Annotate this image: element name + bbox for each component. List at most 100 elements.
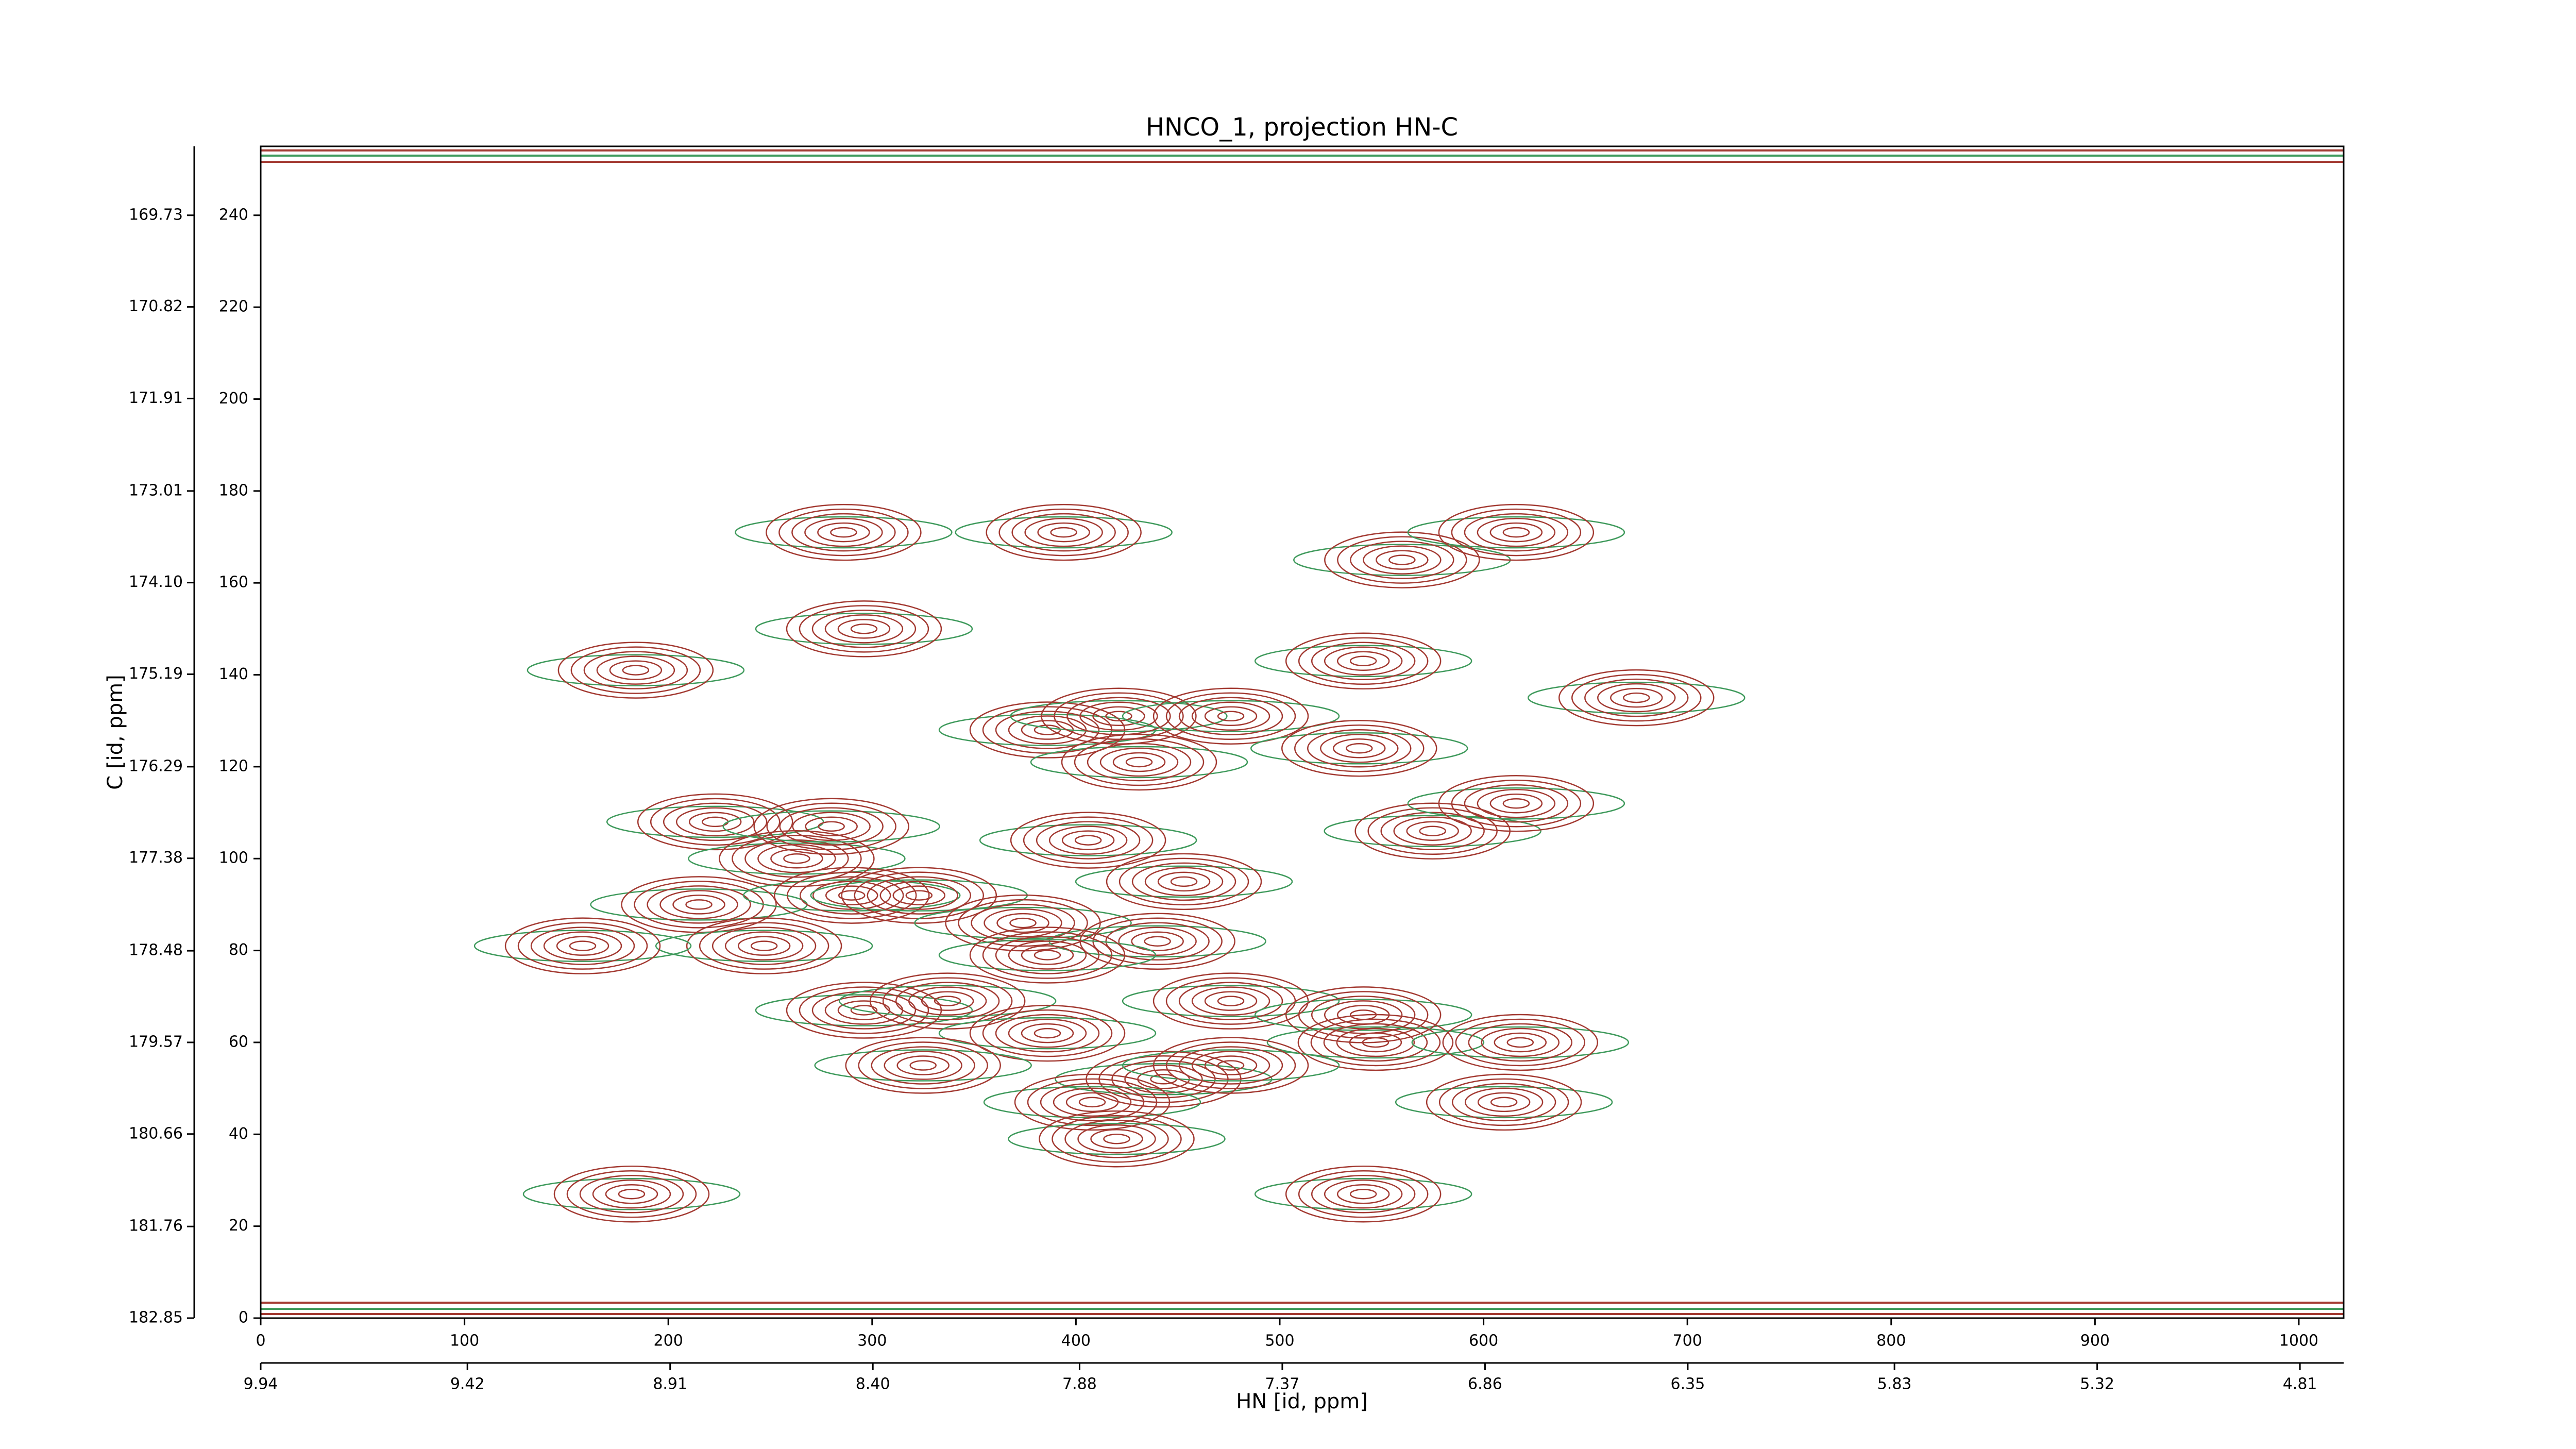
peak-contour [1324,815,1541,847]
peak-contour [1494,1032,1547,1053]
peak-contour [1362,1037,1389,1048]
peak-contour [1468,1023,1573,1062]
peak-contour [1061,830,1115,850]
peak-contour [1406,821,1459,841]
peak-contour [1144,936,1171,947]
peak-contour [1298,1170,1429,1218]
peak-contour [882,977,1013,1025]
peak-contour [1125,756,1153,768]
peak-contour [1333,738,1386,759]
peak-contour [892,885,946,905]
peak-contour [778,508,909,557]
y-axis-label: C [id, ppm] [104,675,127,790]
peak-contour [1438,774,1595,832]
peak-contour [995,936,1100,974]
peak-contour [517,922,648,970]
peak-contour [1285,1165,1442,1223]
peak-contour [1050,527,1077,538]
peak-contour [675,807,755,837]
peak-contour [1118,926,1197,956]
peak-contour [1451,779,1582,828]
x2-tick-label: 7.88 [1062,1375,1097,1393]
y-tick-label: 180 [219,481,248,499]
peak-contour [850,624,878,634]
peak-contour [1118,857,1249,906]
peak-contour [504,917,661,974]
peak-contour [755,613,973,645]
peak-contour [566,1170,697,1218]
peak-contour [971,903,1075,942]
peak-contour [522,1177,741,1210]
y-tick-label: 60 [229,1033,248,1051]
peak-contour [1442,1014,1599,1071]
peak-contour [1311,642,1416,681]
y2-tick-label: 180.66 [129,1124,183,1142]
x2-tick-label: 8.91 [653,1375,687,1393]
peak-contour [1502,798,1530,809]
peak-contour [1144,867,1224,897]
peak-contour [1065,1092,1119,1113]
peak-contour [850,1005,878,1016]
peak-contour [1178,1046,1283,1085]
peak-contour [672,895,725,915]
peak-contour [1506,1037,1534,1048]
peak-contour [896,1055,950,1075]
peak-contour [934,996,961,1006]
peak-contour [711,926,817,965]
peak-contour [1040,1083,1145,1122]
peak-contour [1165,1041,1296,1089]
peak-contour [1281,719,1437,777]
peak-contour [1388,554,1416,565]
peak-contour [1204,991,1258,1011]
peak-contour [605,1184,658,1204]
peak-contour [1419,825,1446,836]
peak-contour [1090,1128,1143,1149]
peak-contour [735,516,953,549]
x-tick-label: 100 [450,1332,479,1350]
y-tick-label: 20 [229,1217,248,1235]
x-tick-label: 0 [256,1332,265,1350]
peak-contour [1293,544,1511,576]
contours [261,149,2344,1315]
x2-tick-label: 9.42 [450,1375,485,1393]
peak-contour [647,885,751,924]
peak-contour [1367,807,1498,855]
peak-contour [1254,645,1472,678]
peak-contour [818,821,845,832]
peak-contour [1395,1086,1613,1119]
peak-contour [1204,706,1258,727]
peak-contour [724,931,804,961]
peak-contour [969,1004,1126,1062]
y-tick-label: 200 [219,390,248,408]
peak-contour [770,848,823,869]
peak-contour [583,651,688,689]
peak-contour [1407,787,1625,820]
peak-contour [1438,503,1595,561]
peak-contour [869,972,1026,1030]
x-tick-label: 400 [1061,1332,1091,1350]
peak-contour [1254,999,1472,1031]
peak-contour [1320,733,1399,763]
peak-contour [1008,1018,1087,1048]
peak-contour [755,994,973,1026]
peak-contour [1037,522,1090,543]
x2-tick-label: 9.94 [244,1375,278,1393]
peak-contour [1178,982,1283,1020]
peak-contour [1411,1026,1630,1059]
peak-contour [1191,701,1270,731]
x2-tick-label: 7.37 [1265,1375,1300,1393]
peak-contour [1376,550,1429,570]
peak-contour [1477,1092,1531,1113]
peak-contour [1217,1060,1245,1071]
peak-contour [1039,1110,1195,1168]
peak-contour [1010,812,1166,869]
peak-contour [1122,1049,1340,1082]
peak-contour [830,527,857,538]
peak-contour [909,1060,937,1071]
peak-contour [838,890,866,901]
peak-contour [938,1017,1157,1050]
x2-tick-label: 8.40 [856,1375,890,1393]
peak-contour [1337,536,1467,584]
peak-contour [1041,687,1197,745]
peak-contour [1610,687,1663,708]
